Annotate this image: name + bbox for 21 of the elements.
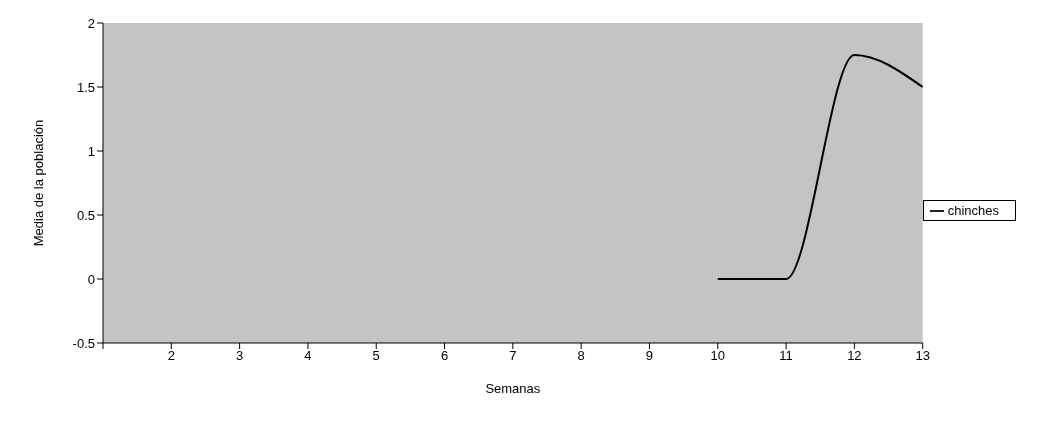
x-tick-label: 10 (710, 348, 725, 364)
y-axis-title: Media de la población (30, 119, 46, 247)
x-tick-label: 13 (915, 348, 930, 364)
x-tick-label: 9 (645, 348, 654, 364)
x-tick-label: 4 (304, 348, 312, 364)
legend-label: chinches (947, 202, 999, 218)
x-tick-label: 12 (847, 348, 862, 364)
x-tick-label: 3 (236, 348, 244, 364)
y-tick-label: 2 (87, 15, 95, 31)
y-tick-label: -0.5 (72, 335, 95, 351)
x-tick-label: 5 (372, 348, 380, 364)
x-tick-label: 8 (577, 348, 585, 364)
x-tick-label: 11 (779, 348, 793, 364)
y-tick-label: 0 (87, 271, 95, 287)
x-axis-title: Semanas (485, 381, 541, 396)
y-tick-label: 1.5 (76, 79, 95, 95)
x-tick-label: 7 (509, 348, 517, 364)
y-tick-label: 1 (87, 143, 95, 159)
y-tick-label: 0.5 (76, 207, 95, 223)
x-tick-label: 6 (440, 348, 449, 364)
x-tick-label: 2 (167, 348, 175, 364)
